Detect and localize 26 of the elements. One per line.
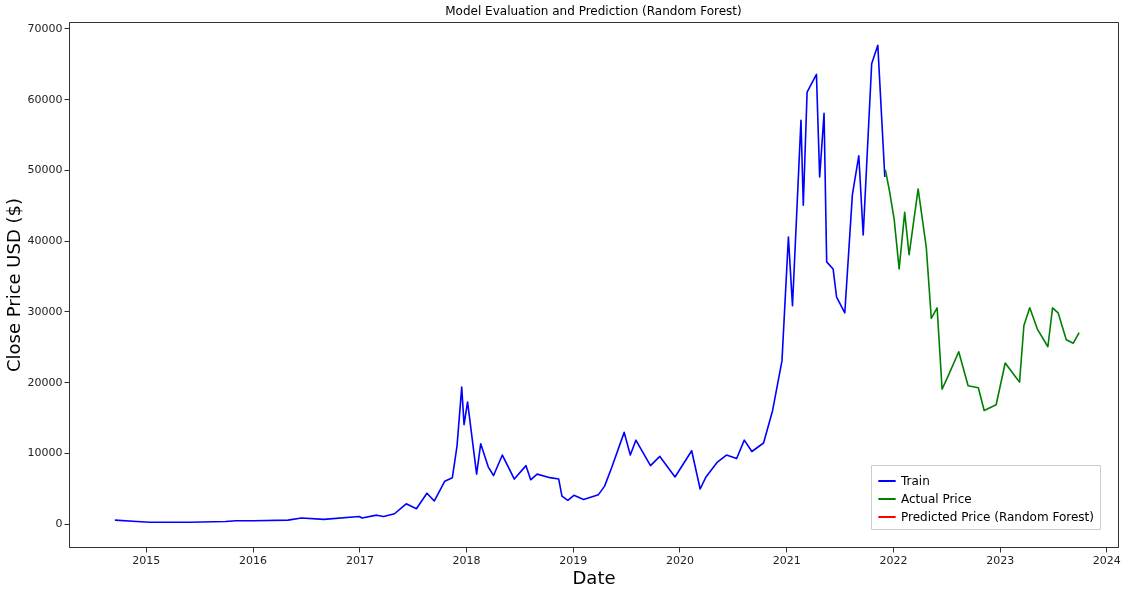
legend-label: Train [900,474,930,488]
y-tick-label: 20000 [27,375,63,389]
legend-label: Predicted Price (Random Forest) [901,510,1094,524]
x-tick-label: 2018 [452,553,481,567]
y-axis-title: Close Price USD ($) [2,197,24,373]
y-tick-label: 70000 [27,21,63,35]
y-tick-label: 60000 [27,92,63,106]
legend-label: Actual Price [901,492,972,506]
y-tick-label: 50000 [27,163,63,177]
y-tick-label: 0 [55,517,63,531]
line-series [114,44,886,524]
x-tick-label: 2020 [665,553,694,567]
y-tick-label: 40000 [27,234,63,248]
x-tick-label: 2023 [986,553,1015,567]
line-series [884,169,1080,412]
y-tick-label: 10000 [27,446,63,460]
chart-title: Model Evaluation and Prediction (Random Forest) [445,4,742,18]
x-tick-label: 2022 [879,553,908,567]
x-tick-label: 2015 [132,553,161,567]
x-tick-label: 2017 [345,553,374,567]
x-tick-label: 2024 [1092,553,1121,567]
x-tick-label: 2019 [559,553,588,567]
y-tick-label: 30000 [27,304,63,318]
x-tick-label: 2016 [239,553,267,567]
x-tick-label: 2021 [772,553,801,567]
x-axis-title: Date [572,566,616,588]
